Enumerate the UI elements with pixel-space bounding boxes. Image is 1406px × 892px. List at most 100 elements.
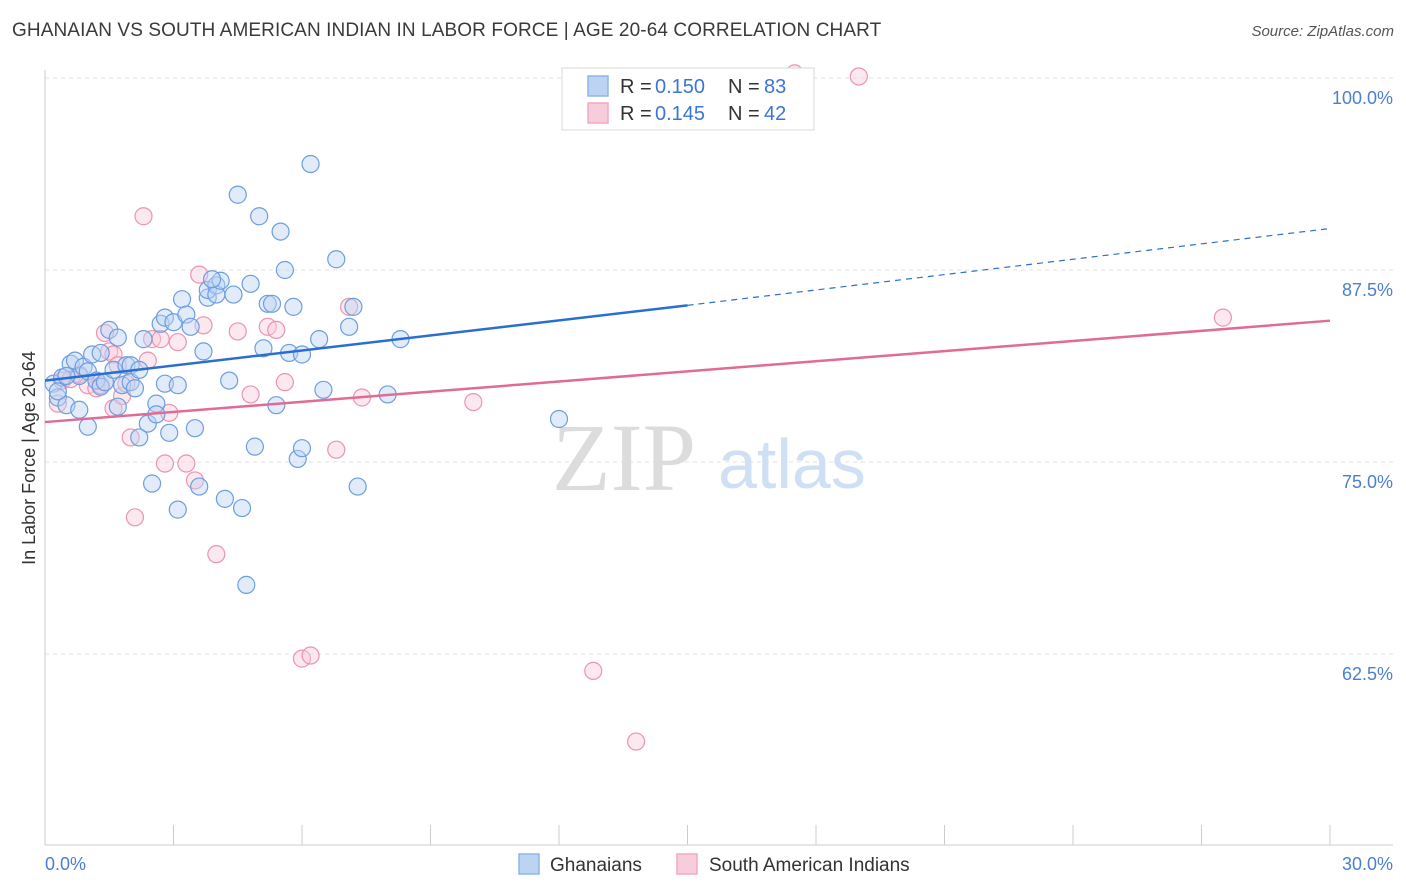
ghanaian-point-71 — [344, 297, 363, 316]
sai-point-43 — [849, 67, 868, 86]
ghanaian-point-21 — [125, 379, 145, 398]
ghanaian-point-39 — [190, 477, 209, 496]
ghanaian-point-59 — [271, 222, 290, 241]
ghanaian-point-14 — [91, 343, 110, 363]
ghanaian-point-55 — [254, 339, 273, 358]
x-tick-label-0: 0.0% — [45, 854, 86, 874]
ghanaian-point-47 — [220, 371, 239, 390]
ghanaian-point-37 — [181, 317, 200, 336]
y-tick-label-2: 87.5% — [1342, 280, 1393, 300]
ghanaian-point-56 — [258, 294, 277, 313]
trendlines — [44, 227, 1331, 424]
bottom-legend-swatch-sai — [676, 853, 698, 875]
ghanaian-point-57 — [262, 294, 282, 313]
x-tick-label-1: 30.0% — [1342, 854, 1393, 874]
legend-n-value-sai: 42 — [764, 103, 786, 125]
bottom-legend: Ghanaians South American Indians — [518, 853, 910, 876]
sai-point-23 — [168, 333, 187, 352]
legend-swatch-ghanaians — [587, 75, 609, 97]
bottom-legend-swatch-ghanaians — [518, 853, 540, 875]
legend-r-label-ghanaians: R = — [620, 76, 652, 98]
ghanaian-point-76 — [57, 366, 76, 386]
ghanaians-trendline — [44, 304, 688, 382]
ghanaian-point-17 — [108, 328, 127, 347]
ghanaian-point-68 — [314, 380, 333, 399]
ghanaian-point-81 — [48, 382, 67, 401]
legend-n-label-ghanaians: N = — [728, 76, 760, 98]
chart-title: GHANAIAN VS SOUTH AMERICAN INDIAN IN LAB… — [12, 20, 882, 41]
ghanaian-point-63 — [288, 449, 307, 469]
ghanaian-point-33 — [168, 376, 187, 395]
ghanaian-point-8 — [70, 400, 89, 419]
sai-point-29 — [228, 322, 247, 341]
sai-point-33 — [275, 373, 294, 392]
sai-point-32 — [267, 320, 286, 340]
ghanaian-point-75 — [549, 409, 569, 429]
ghanaian-point-72 — [348, 477, 367, 496]
x-tick-labels: 0.0% 30.0% — [45, 854, 1393, 874]
ghanaian-point-48 — [224, 285, 243, 304]
ghanaian-point-53 — [245, 437, 264, 456]
sai-point-28 — [207, 545, 226, 564]
sai-point-37 — [340, 297, 359, 316]
ghanaian-point-51 — [237, 575, 256, 594]
ghanaians-trendline-extension — [687, 227, 1331, 306]
ghanaian-point-79 — [202, 270, 222, 289]
ghanaian-point-66 — [292, 345, 312, 364]
sai-point-40 — [584, 661, 603, 680]
y-tick-label-0: 62.5% — [1342, 664, 1393, 684]
ghanaian-point-42 — [198, 280, 217, 300]
ghanaian-point-38 — [185, 419, 205, 438]
ghanaian-point-31 — [160, 423, 179, 442]
ghanaian-point-24 — [134, 330, 153, 349]
gridlines — [45, 77, 1393, 655]
ghanaian-point-62 — [284, 297, 303, 316]
ghanaian-point-69 — [327, 250, 346, 269]
ghanaian-point-50 — [232, 498, 252, 518]
sai-point-39 — [464, 392, 483, 412]
sai-point-35 — [301, 646, 320, 665]
y-tick-labels: 62.5% 75.0% 87.5% 100.0% — [1332, 88, 1393, 684]
sai-point-44 — [1213, 308, 1233, 327]
watermark-zip: ZIP — [552, 404, 696, 511]
ghanaian-point-64 — [292, 439, 312, 458]
y-tick-label-1: 75.0% — [1342, 472, 1393, 492]
ghanaian-point-52 — [241, 274, 260, 293]
ghanaian-point-23 — [130, 428, 149, 447]
ghanaian-point-67 — [310, 330, 329, 349]
sai-point-17 — [134, 207, 153, 226]
legend-swatch-south-american-indians — [587, 102, 609, 124]
sai-point-30 — [241, 385, 260, 404]
ghanaian-point-77 — [78, 417, 97, 436]
legend-n-value-ghanaians: 83 — [764, 76, 786, 98]
sai-trendline — [44, 319, 1331, 424]
legend-r-label-sai: R = — [620, 103, 652, 125]
ghanaian-point-60 — [275, 260, 294, 280]
bottom-legend-label-sai: South American Indians — [709, 855, 910, 876]
bottom-legend-label-ghanaians: Ghanaians — [550, 855, 642, 876]
watermark-atlas: atlas — [718, 425, 866, 503]
ghanaian-point-65 — [301, 154, 320, 174]
sai-point-41 — [626, 732, 646, 751]
y-axis-label: In Labor Force | Age 20-64 — [19, 351, 39, 565]
legend-r-value-sai: 0.145 — [655, 103, 705, 125]
ghanaian-point-80 — [108, 397, 127, 416]
sai-point-24 — [177, 454, 196, 473]
axes — [44, 70, 1393, 846]
sai-point-16 — [125, 508, 145, 527]
ghanaian-point-54 — [250, 207, 269, 226]
ghanaian-point-30 — [155, 308, 175, 327]
ghanaian-point-26 — [142, 474, 162, 493]
y-tick-label-3: 100.0% — [1332, 88, 1393, 108]
sai-point-36 — [327, 440, 346, 459]
legend-r-value-ghanaians: 0.150 — [655, 76, 705, 98]
watermark: ZIP atlas — [552, 404, 866, 511]
ghanaian-point-35 — [172, 290, 192, 309]
ghanaian-point-70 — [340, 317, 359, 336]
source-label: Source: ZipAtlas.com — [1251, 23, 1394, 40]
ghanaians-points — [44, 154, 569, 594]
legend-n-label-sai: N = — [728, 103, 760, 125]
sai-point-20 — [151, 330, 170, 349]
ghanaian-point-49 — [228, 185, 247, 204]
